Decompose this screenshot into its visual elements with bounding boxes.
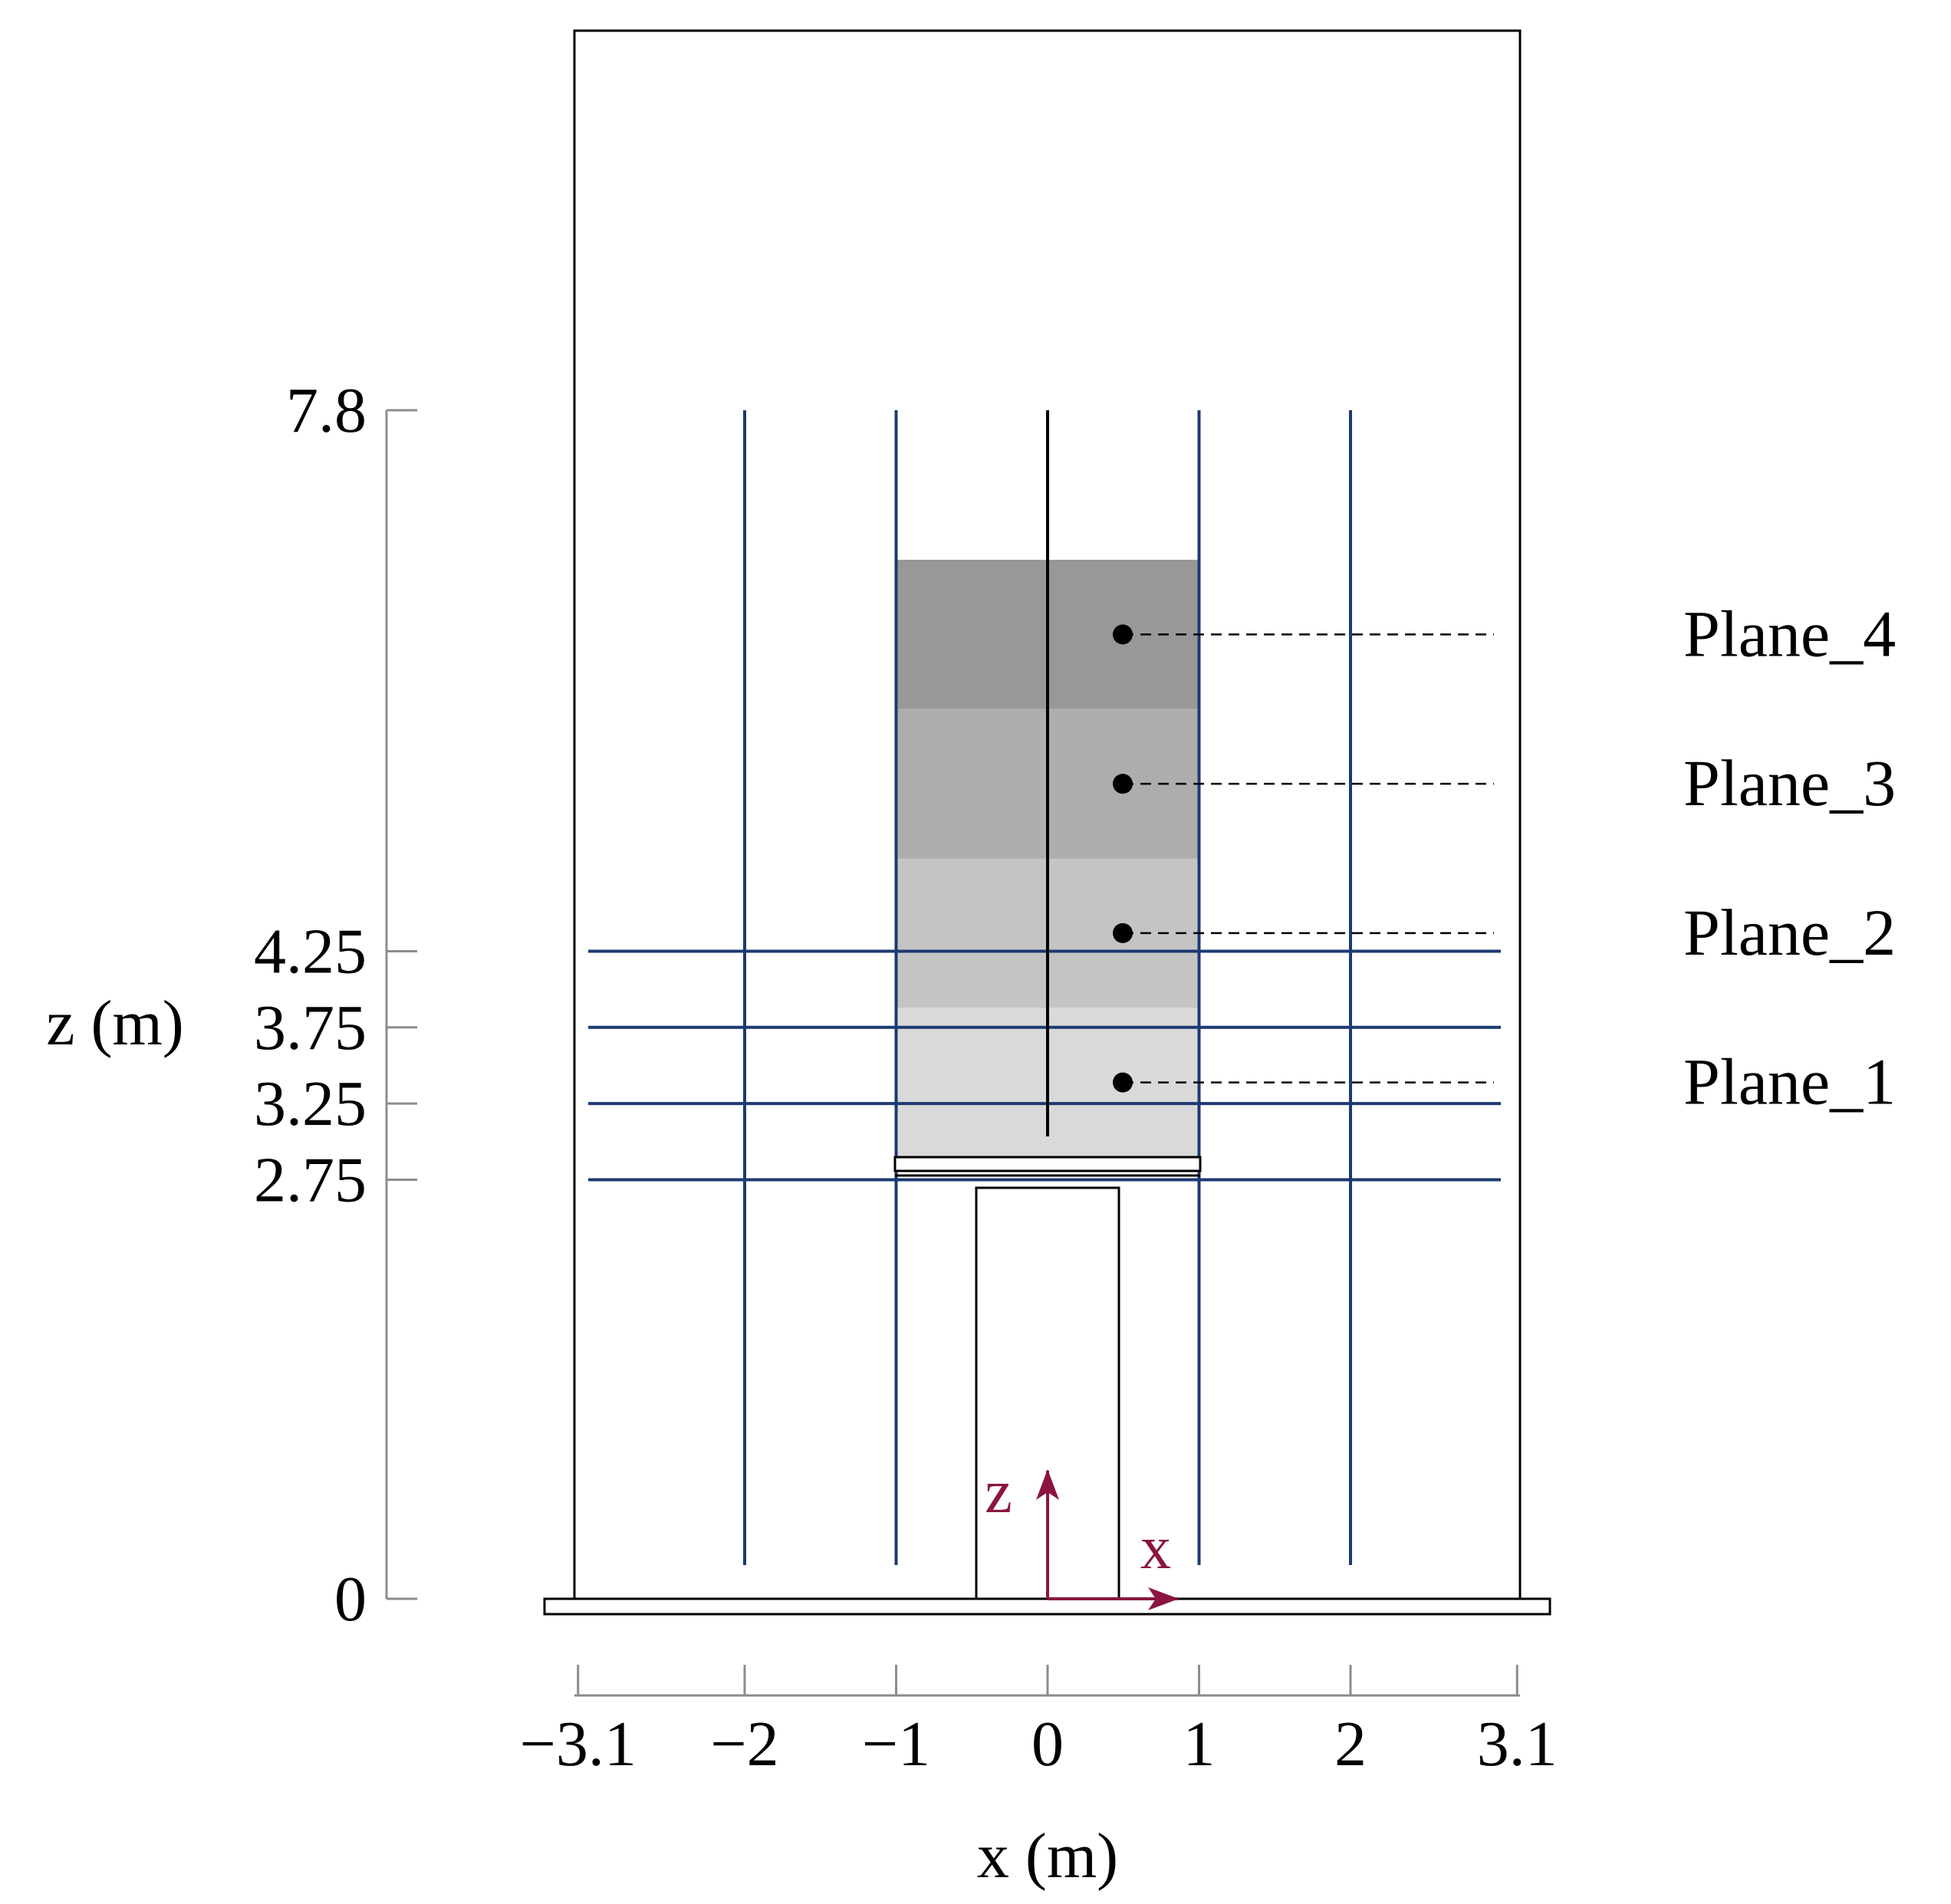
x-axis: −3.1 −2 −1 0 1 2 3.1 x (m): [520, 1665, 1558, 1892]
ground-plate: [543, 1597, 1551, 1616]
x-tick-label: 0: [1031, 1708, 1064, 1780]
x-axis-ticks: −3.1 −2 −1 0 1 2 3.1: [520, 1665, 1558, 1780]
coordinate-system: z x: [985, 1458, 1179, 1610]
plane-marker-dot: [1113, 774, 1133, 794]
x-tick-label: 3.1: [1477, 1708, 1558, 1780]
z-axis-title: z (m): [46, 988, 184, 1059]
plane-label: Plane_4: [1683, 597, 1896, 670]
upper-plate: [893, 1156, 1202, 1172]
z-tick-label: 2.75: [254, 1145, 367, 1216]
x-tick-label: 2: [1334, 1708, 1367, 1780]
x-tick-label: −3.1: [520, 1708, 637, 1780]
x-tick-label: −2: [710, 1708, 778, 1780]
plane-markers: Plane_1 Plane_2 Plane_3 Plane_4: [1113, 597, 1896, 1119]
x-tick-label: −1: [862, 1708, 930, 1780]
z-tick-label: 7.8: [286, 375, 367, 446]
z-tick-label: 3.25: [254, 1068, 367, 1139]
grid-lines: [588, 410, 1501, 1565]
x-axis-title: x (m): [977, 1820, 1118, 1892]
z-tick-label: 0: [334, 1564, 367, 1635]
z-axis-ticks: 0 2.753.253.754.25 7.8: [254, 375, 417, 1635]
plane-marker-dot: [1113, 624, 1133, 645]
z-tick-label: 3.75: [254, 992, 367, 1064]
x-tick-label: 1: [1183, 1708, 1216, 1780]
z-axis: 0 2.753.253.754.25 7.8 z (m): [46, 375, 417, 1635]
z-arrow-label: z: [985, 1458, 1012, 1526]
plane-label: Plane_1: [1683, 1045, 1896, 1119]
plane-label: Plane_2: [1683, 896, 1896, 969]
plane-marker-dot: [1113, 1072, 1133, 1093]
plane-label: Plane_3: [1683, 746, 1896, 820]
z-tick-label: 4.25: [254, 916, 367, 987]
x-arrow-label: x: [1140, 1514, 1171, 1582]
plane-marker-dot: [1113, 922, 1133, 943]
